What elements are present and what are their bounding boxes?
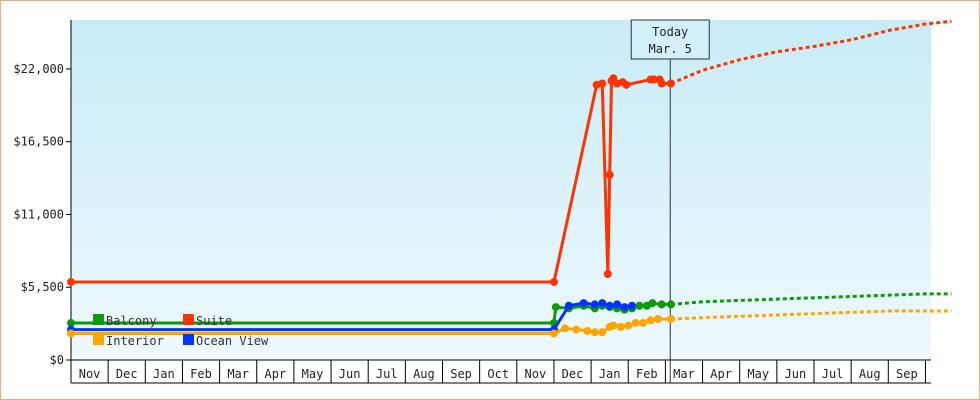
today-marker: Today Mar. 5 (630, 19, 710, 383)
suite-point (605, 170, 614, 179)
balcony-point (551, 303, 560, 312)
balcony-point (657, 300, 666, 309)
legend-label-ocean-view: Ocean View (196, 334, 269, 348)
ocean-view-point (627, 301, 636, 310)
ocean-view-point (620, 303, 629, 312)
interior-point (572, 325, 581, 334)
y-tick-label: $11,000 (13, 207, 64, 221)
interior-point (590, 328, 599, 337)
legend-label-interior: Interior (106, 334, 164, 348)
interior-point (666, 314, 675, 323)
interior-point (624, 321, 633, 330)
balcony-point (648, 299, 657, 308)
month-label: Jun (785, 367, 807, 381)
balcony-point (67, 318, 75, 327)
interior-point (583, 326, 592, 335)
month-label: Apr (710, 367, 732, 381)
month-label: May (302, 367, 324, 381)
interior-point (67, 329, 75, 338)
interior-point (598, 328, 607, 337)
legend-swatch-balcony (93, 314, 104, 325)
today-label: Today (652, 25, 688, 39)
interior-forecast-line (670, 309, 952, 321)
legend: Balcony Suite Interior Ocean View (93, 314, 269, 348)
suite-point (666, 79, 675, 88)
interior-point (639, 318, 648, 327)
balcony-point (666, 300, 675, 309)
x-axis: Nov Dec Jan Feb Mar Apr May Jun Jul Aug Sep Oct Nov D… (70, 359, 931, 384)
month-label: Dec (562, 367, 584, 381)
month-label: Jul (822, 367, 844, 381)
y-axis: $0 $5,500 $11,000 $16,500 $22,000 (13, 20, 72, 383)
suite-point (650, 75, 659, 84)
interior-point (549, 329, 558, 338)
legend-swatch-suite (183, 314, 194, 325)
month-label: Jul (376, 367, 398, 381)
ocean-view-point (598, 299, 607, 308)
y-tick-label: $0 (50, 353, 64, 367)
month-label: Jun (339, 367, 361, 381)
suite-point (549, 277, 558, 286)
legend-label-balcony: Balcony (106, 314, 157, 328)
y-tick-label: $22,000 (13, 62, 64, 76)
suite-point (657, 79, 666, 88)
suite-point (603, 270, 612, 279)
month-label: Apr (264, 367, 286, 381)
today-date: Mar. 5 (649, 42, 692, 56)
month-label: Sep (450, 367, 472, 381)
y-tick-label: $5,500 (21, 280, 64, 294)
suite-point (598, 79, 607, 88)
interior-point (646, 316, 655, 325)
ocean-view-point (564, 301, 573, 310)
month-label: Jan (599, 367, 621, 381)
suite-forecast-line (670, 19, 952, 85)
legend-label-suite: Suite (196, 314, 232, 328)
suite-point (67, 277, 75, 286)
ocean-view-point (605, 301, 614, 310)
plot-background (71, 20, 931, 360)
month-label: Nov (525, 367, 547, 381)
suite-point (622, 80, 631, 89)
series-group (67, 19, 952, 338)
ocean-view-point (613, 300, 622, 309)
month-label: Sep (896, 367, 918, 381)
month-label: Oct (487, 367, 509, 381)
month-label: Feb (190, 367, 212, 381)
y-tick-label: $16,500 (13, 135, 64, 149)
month-label: Mar (673, 367, 695, 381)
ocean-view-point (590, 300, 599, 309)
month-label: Aug (859, 367, 881, 381)
interior-point (653, 314, 662, 323)
legend-swatch-ocean-view (183, 334, 194, 345)
balcony-forecast-line (670, 292, 952, 306)
month-label: Feb (636, 367, 658, 381)
ocean-view-point (579, 299, 588, 308)
interior-point (631, 318, 640, 327)
month-label: Jan (153, 367, 175, 381)
month-label: Dec (116, 367, 138, 381)
month-label: Aug (413, 367, 435, 381)
month-label: Nov (79, 367, 101, 381)
balcony-point (635, 301, 644, 310)
legend-swatch-interior (93, 334, 104, 345)
month-label: Mar (227, 367, 249, 381)
interior-point (616, 322, 625, 331)
interior-point (609, 321, 618, 330)
month-label: May (747, 367, 769, 381)
today-box (630, 19, 710, 60)
interior-point (561, 324, 570, 333)
